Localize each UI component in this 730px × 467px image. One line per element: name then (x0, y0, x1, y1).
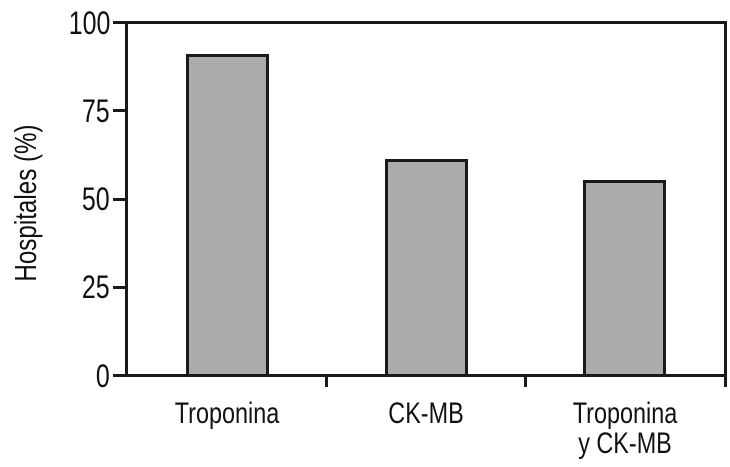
bar-2 (384, 159, 468, 377)
x-category-label: Troponina (175, 397, 280, 430)
plot-area (125, 21, 727, 377)
x-category-label: Troponina y CK-MB (572, 397, 677, 460)
y-tick-mark (113, 285, 125, 289)
y-tick-label: 0 (96, 357, 110, 394)
y-tick-mark (113, 374, 125, 377)
y-tick-label: 25 (82, 269, 110, 306)
y-tick-label: 75 (82, 92, 110, 129)
bar-3 (583, 180, 667, 377)
y-tick-mark (113, 109, 125, 113)
x-category-label: CK-MB (388, 397, 464, 430)
x-tick-mark-right-corner (724, 374, 727, 387)
x-tick-mark (523, 374, 527, 387)
y-tick-label: 100 (68, 4, 110, 41)
bar-1 (185, 54, 269, 377)
y-tick-label: 50 (82, 181, 110, 217)
y-tick-mark (113, 21, 125, 24)
y-tick-mark (113, 197, 125, 201)
x-tick-mark (325, 374, 329, 387)
